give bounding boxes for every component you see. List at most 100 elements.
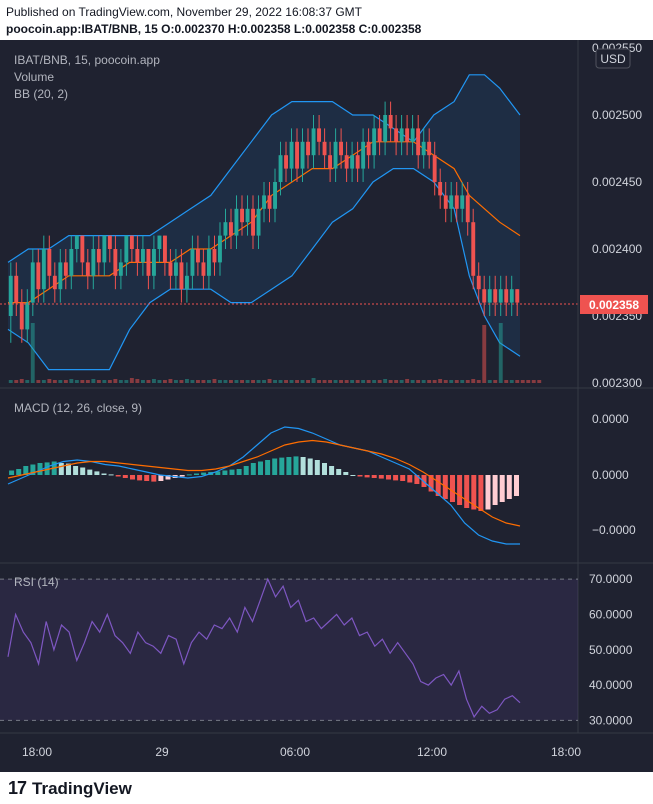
rsi-pane-title: RSI (14) — [14, 575, 59, 589]
volume-bar — [344, 380, 349, 383]
macd-histogram-bar — [393, 475, 399, 481]
macd-histogram-bar — [457, 475, 463, 505]
candle-body — [174, 262, 178, 276]
price-tick-label: 0.002400 — [592, 242, 642, 256]
candle-body — [399, 128, 404, 142]
candle-body — [229, 222, 233, 236]
volume-bar — [218, 380, 222, 383]
candle-body — [482, 289, 487, 303]
candle-body — [344, 155, 349, 169]
candle-body — [212, 249, 217, 263]
volume-bar — [36, 380, 41, 383]
volume-bar — [399, 380, 404, 383]
candle-body — [201, 262, 206, 276]
candle-body — [515, 289, 520, 303]
macd-histogram-bar — [364, 475, 370, 478]
volume-bar — [427, 380, 432, 383]
macd-histogram-bar — [400, 475, 406, 481]
tradingview-brand: TradingView — [32, 778, 132, 798]
rsi-axis: 70.0000 60.0000 50.0000 40.0000 30.0000 — [589, 572, 633, 727]
volume-bar — [317, 380, 321, 383]
volume-bar — [487, 380, 492, 383]
candle-body — [421, 141, 426, 156]
last-price-value: 0.002358 — [589, 298, 639, 312]
currency-button-label[interactable]: USD — [600, 52, 626, 66]
volume-bar — [432, 380, 437, 383]
macd-histogram-bar — [179, 475, 185, 477]
tradingview-logo[interactable]: 17 TradingView — [8, 778, 132, 799]
price-pane: IBAT/BNB, 15, poocoin.app Volume BB (20,… — [0, 53, 578, 383]
candle-body — [300, 141, 305, 169]
bb-upper-line — [7, 74, 521, 263]
volume-bar — [207, 380, 211, 383]
symbol-label: poocoin.app:IBAT/BNB, 15 — [6, 22, 158, 36]
candle-body — [129, 235, 134, 249]
candle-body — [113, 249, 118, 276]
candle-body — [223, 222, 228, 236]
candle-body — [339, 141, 343, 156]
price-tick-label: 0.002450 — [592, 175, 642, 189]
time-tick-label: 18:00 — [551, 745, 581, 759]
volume-bar — [339, 380, 343, 383]
macd-histogram-bar — [428, 475, 434, 492]
candle-body — [416, 128, 421, 156]
candle-body — [471, 222, 476, 276]
macd-signal-line — [7, 439, 521, 527]
macd-histogram-bar — [30, 464, 36, 475]
candle-body — [85, 262, 90, 276]
candle-body — [256, 208, 261, 236]
macd-histogram-bar — [286, 457, 292, 475]
volume-bar — [19, 379, 24, 383]
macd-histogram-bar — [236, 469, 242, 475]
macd-histogram-bar — [108, 474, 114, 476]
macd-histogram-bar — [243, 466, 249, 475]
volume-bar — [366, 380, 371, 383]
macd-histogram-bar — [158, 475, 164, 481]
volume-bar — [520, 380, 525, 383]
volume-bar — [449, 380, 454, 383]
rsi-tick-label: 30.0000 — [589, 713, 633, 727]
candle-body — [278, 155, 283, 182]
ohlc-values: O:0.002370 H:0.002358 L:0.002358 C:0.002… — [161, 22, 422, 36]
macd-histogram-bar — [66, 463, 71, 475]
currency-button[interactable]: USD — [595, 48, 631, 69]
macd-histogram-bar — [58, 463, 64, 475]
macd-histogram-bar — [499, 475, 505, 502]
macd-histogram-bar — [336, 469, 342, 475]
chart-canvas: IBAT/BNB, 15, poocoin.app Volume BB (20,… — [0, 40, 653, 772]
volume-bar — [74, 380, 79, 383]
volume-bar — [394, 380, 399, 383]
macd-histogram-bar — [9, 470, 15, 475]
volume-bar — [146, 380, 151, 383]
candle-body — [449, 195, 454, 209]
bb-basis-line — [8, 141, 521, 304]
currency-button-frame[interactable] — [595, 48, 631, 69]
volume-bar — [289, 380, 294, 383]
macd-histogram-bar — [258, 461, 263, 475]
time-axis: 18:00 29 06:00 12:00 18:00 — [22, 745, 581, 759]
candle-body — [240, 208, 244, 223]
volume-bar — [240, 380, 244, 383]
candle-body — [476, 275, 481, 290]
candle-body — [328, 155, 332, 169]
candle-body — [311, 128, 316, 156]
candle-body — [383, 115, 388, 142]
macd-histogram-bar — [407, 475, 413, 483]
volume-bar — [113, 379, 118, 383]
volume-bar — [118, 380, 123, 383]
volume-bar — [460, 380, 465, 383]
volume-bar — [190, 380, 195, 383]
macd-histogram-bar — [265, 460, 271, 475]
volume-bar — [52, 380, 57, 383]
candle-body — [234, 208, 239, 236]
last-price-badge: 0.002358 — [580, 295, 648, 314]
price-tick-label: 0.002300 — [592, 376, 642, 390]
macd-histogram-bar — [73, 466, 79, 475]
volume-bar — [476, 380, 481, 383]
macd-histogram-bar — [115, 475, 121, 477]
macd-pane: MACD (12, 26, close, 9) — [7, 401, 521, 545]
volume-bar — [124, 380, 129, 383]
volume-bar — [355, 380, 360, 383]
volume-bar — [47, 379, 52, 383]
volume-bar — [410, 380, 415, 383]
